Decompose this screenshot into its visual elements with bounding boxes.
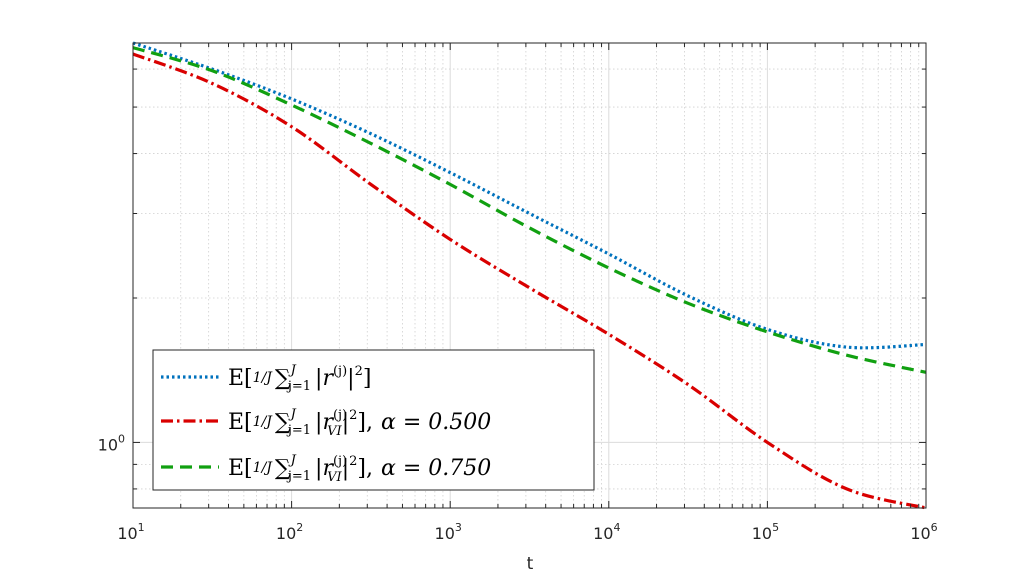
x-tick-exponent: 4 (613, 521, 620, 534)
legend-sum-sub: j=1 (286, 469, 311, 484)
legend-tail: | (342, 456, 349, 481)
x-tick-exponent: 5 (772, 521, 779, 534)
legend-sup: (j) (333, 408, 347, 423)
x-tick-base: 10 (910, 524, 930, 543)
x-tick-exponent: 1 (138, 521, 145, 534)
legend-lhs: E[ (228, 366, 253, 391)
legend-sum-sup: J (288, 453, 297, 468)
legend-sum: ∑ (275, 366, 291, 391)
x-tick-label: 102 (276, 521, 303, 543)
legend-sum-sub: j=1 (286, 379, 311, 394)
legend-lhs: E[ (228, 410, 253, 435)
x-tick-base: 10 (593, 524, 613, 543)
x-tick-label: 104 (593, 521, 620, 543)
x-tick-label: 106 (910, 521, 937, 543)
legend-tail: | (347, 366, 354, 391)
legend: E[1/J ∑J j=1 |r(j)|2]E[1/J ∑J j=1 |r(j) VI|2], α… (152, 349, 595, 491)
legend-sup: (j) (333, 364, 347, 379)
legend-sum-sup: J (288, 363, 297, 378)
legend-sum-sup: J (288, 407, 297, 422)
legend-param: α = 0.500 (381, 410, 491, 435)
plot-frame (132, 42, 927, 509)
legend-sum-sub: j=1 (286, 423, 311, 438)
series-line-2 (132, 52, 927, 510)
legend-sup: (j) (333, 454, 347, 469)
legend-box (152, 349, 595, 491)
legend-entry-2: E[1/J ∑J j=1 |r(j) VI|2], α = 0.500 (161, 407, 491, 439)
legend-close: ], (357, 456, 373, 481)
legend-tail: | (342, 410, 349, 435)
x-tick-base: 10 (752, 524, 772, 543)
legend-body: |r (315, 410, 334, 435)
legend-close: ] (363, 366, 372, 391)
legend-close: ], (357, 410, 373, 435)
x-tick-label: 101 (117, 521, 144, 543)
series-line-3 (132, 46, 927, 374)
x-tick-label: 103 (435, 521, 462, 543)
x-tick-base: 10 (435, 524, 455, 543)
legend-label: E[1/J ∑J j=1 |r(j) VI|2], α = 0.750 (228, 453, 491, 485)
legend-tail-sup: 2 (355, 364, 363, 379)
series-lines (132, 41, 927, 510)
legend-frac: 1/J (253, 460, 274, 476)
legend-body: |r (315, 366, 334, 391)
legend-sum: ∑ (275, 410, 291, 435)
legend-entry-1: E[1/J ∑J j=1 |r(j)|2] (161, 363, 371, 394)
legend-tail-sup: 2 (349, 454, 357, 469)
legend-param: α = 0.750 (381, 456, 491, 481)
x-tick-base: 10 (276, 524, 296, 543)
legend-sum: ∑ (275, 456, 291, 481)
series-line-1 (132, 41, 927, 350)
y-tick-label: 100 (98, 432, 125, 454)
x-tick-exponent: 6 (931, 521, 938, 534)
legend-body: |r (315, 456, 334, 481)
x-tick-base: 10 (117, 524, 137, 543)
y-tick-exponent: 0 (118, 432, 125, 445)
x-tick-exponent: 3 (455, 521, 462, 534)
legend-label: E[1/J ∑J j=1 |r(j) VI|2], α = 0.500 (228, 407, 491, 439)
legend-frac: 1/J (253, 414, 274, 430)
y-tick-base: 10 (98, 435, 118, 454)
legend-frac: 1/J (253, 370, 274, 386)
legend-lhs: E[ (228, 456, 253, 481)
x-tick-label: 105 (752, 521, 779, 543)
legend-tail-sup: 2 (349, 408, 357, 423)
x-tick-exponent: 2 (296, 521, 303, 534)
legend-sub: VI (327, 424, 342, 439)
legend-label: E[1/J ∑J j=1 |r(j)|2] (228, 363, 371, 394)
legend-entry-3: E[1/J ∑J j=1 |r(j) VI|2], α = 0.750 (161, 453, 491, 485)
legend-sub: VI (327, 470, 342, 485)
x-axis-label: t (527, 554, 534, 574)
